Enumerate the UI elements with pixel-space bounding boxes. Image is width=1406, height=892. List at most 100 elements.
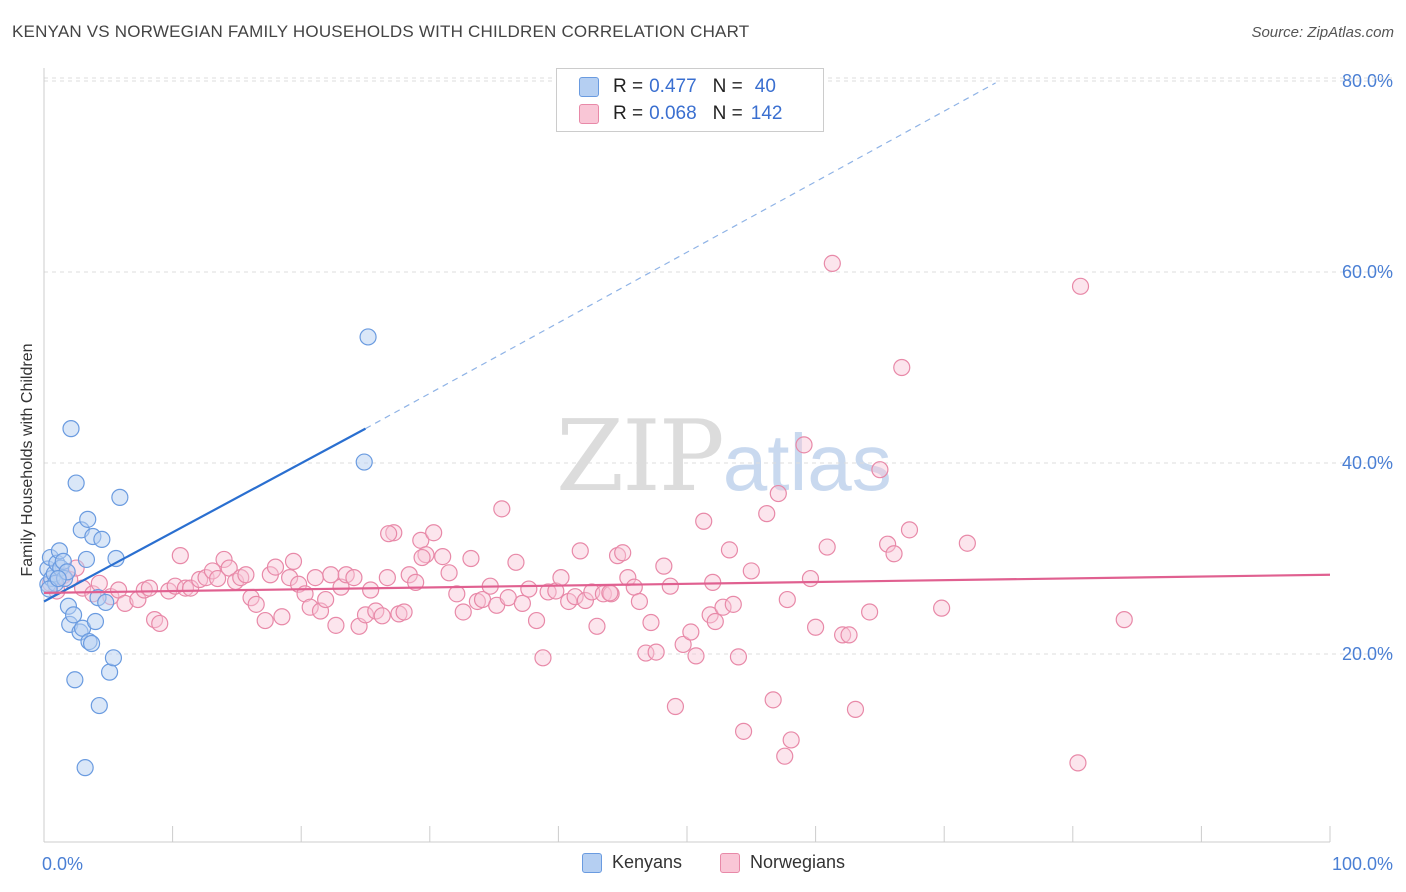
norwegians-point [395,603,413,621]
kenyans-point [97,593,115,612]
norwegians-point [776,747,794,765]
norwegians-point [462,549,480,568]
kenyans-point [64,606,83,624]
norwegians-point [769,484,787,503]
norwegians-point [209,569,227,588]
norwegians-point [454,603,472,621]
kenyans-point [66,671,84,689]
legend-row-norwegians: R = 0.068 N = 142 [579,101,788,127]
norwegians-point [879,535,897,553]
norwegians-point [237,566,255,584]
norwegians-point [527,611,546,630]
kenyans-point [76,759,94,777]
norwegians-point [576,591,595,610]
norwegians-point [571,542,589,560]
norwegians-point [1115,611,1133,629]
kenyans-point [67,474,85,492]
legend-r-value: 0.068 [649,103,697,124]
norwegians-point [493,500,511,518]
norwegians-point [356,606,375,624]
norwegians-point [90,574,108,592]
kenyans-trendline [43,427,367,603]
norwegians-point [407,573,425,591]
legend-n-value: 142 [750,103,783,124]
norwegians-point [281,568,299,587]
norwegians-point [317,590,335,609]
norwegians-point [215,550,233,569]
series-legend: Kenyans Norwegians [0,852,1406,878]
norwegians-point [958,534,976,552]
x-tick-label: 100.0% [1332,854,1393,874]
norwegians-point [284,552,303,570]
series-swatch-kenyans [582,852,602,873]
norwegians-point [513,594,531,612]
kenyans-trendline-extension [365,82,996,430]
norwegians-point [373,607,391,625]
series-legend-norwegians[interactable]: Norwegians [720,852,845,873]
y-axis-label: Family Households with Children [19,343,36,577]
norwegians-point [601,584,619,602]
norwegians-point [614,544,632,562]
norwegians-point [706,612,724,631]
legend-row-kenyans: R = 0.477 N = 40 [579,74,782,100]
norwegians-point [666,697,685,716]
norwegians-point [818,538,836,556]
norwegians-point [687,647,705,665]
chart-source: Source: ZipAtlas.com [1251,24,1394,41]
kenyans-point [77,550,96,569]
norwegians-point [385,524,403,542]
norwegians-point [758,505,776,523]
norwegians-point [534,649,552,667]
norwegians-point [900,521,919,539]
series-legend-kenyans[interactable]: Kenyans [582,852,682,873]
y-tick-label: 60.0% [1342,262,1393,282]
kenyans-point [49,569,67,588]
norwegians-point [552,568,570,587]
legend-r-value: 0.477 [649,76,697,97]
norwegians-point [724,595,742,613]
series-label-kenyans: Kenyans [612,852,683,872]
kenyans-point [90,696,108,715]
norwegians-point [151,614,169,633]
norwegians-point [448,585,466,603]
norwegians-point [795,436,813,454]
legend-n-label: N = [712,103,743,124]
norwegians-point [764,691,782,709]
norwegians-point [182,579,200,597]
norwegians-point [191,570,209,589]
norwegians-point [846,700,865,718]
norwegians-point [682,623,700,641]
norwegians-point [885,545,903,563]
series-label-norwegians: Norwegians [750,852,846,872]
norwegians-point [327,616,345,634]
norwegians-point [140,579,159,597]
norwegians-point [232,568,250,587]
kenyans-point [86,612,105,631]
x-tick-label: 0.0% [42,854,83,874]
norwegians-point [306,568,324,587]
norwegians-point [301,598,319,616]
legend-r-label: R = [613,103,644,124]
norwegians-point [661,577,679,595]
norwegians-point [734,722,753,740]
norwegians-point [345,568,363,587]
legend-r-label: R = [613,76,644,97]
y-tick-label: 20.0% [1342,644,1393,664]
norwegians-point [171,547,189,565]
norwegians-point [861,603,879,621]
legend-swatch-kenyans [579,77,599,97]
kenyans-point [82,634,101,653]
kenyans-point [111,488,129,506]
norwegians-point [588,617,606,635]
norwegians-point [933,599,951,617]
norwegians-point [176,579,195,597]
norwegians-point [782,731,800,749]
chart-title: KENYAN VS NORWEGIAN FAMILY HOUSEHOLDS WI… [12,22,750,41]
legend-swatch-norwegians [579,104,599,124]
norwegians-point [266,558,285,576]
series-swatch-norwegians [720,852,740,873]
norwegians-point [823,254,841,273]
norwegians-point [256,611,274,630]
kenyans-point [355,453,373,471]
